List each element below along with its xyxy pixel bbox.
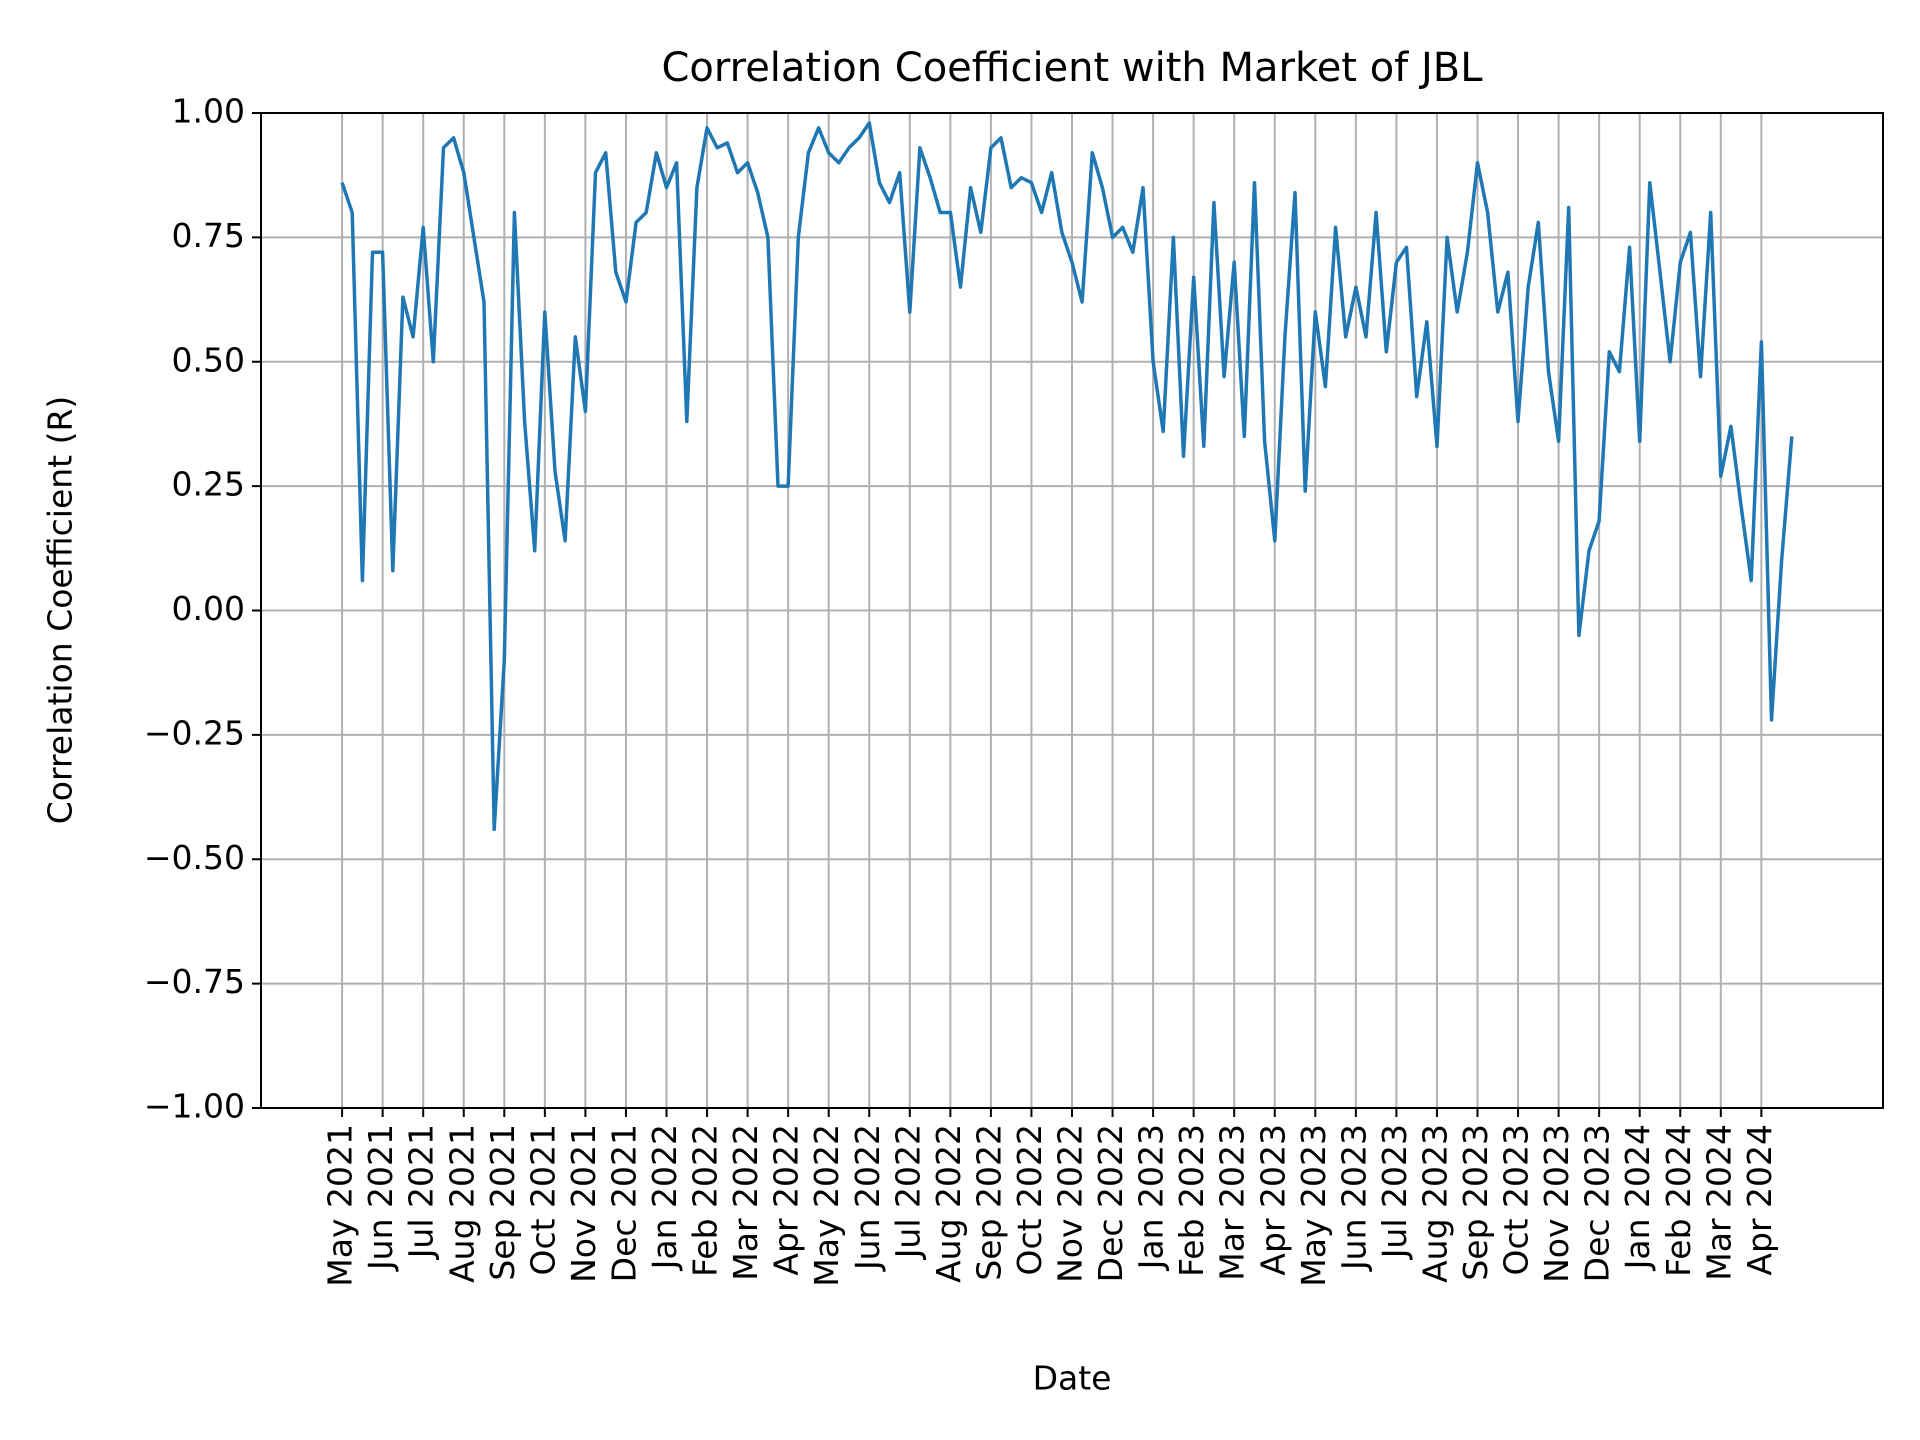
x-tick-label: Sep 2023 (1456, 1124, 1495, 1281)
x-tick-label: Sep 2021 (483, 1124, 522, 1281)
plot-frame (260, 112, 1884, 1109)
x-tick-label: Jul 2022 (888, 1124, 927, 1260)
x-tick-label: Oct 2022 (1010, 1124, 1049, 1276)
x-tick-label: Dec 2023 (1578, 1124, 1617, 1282)
y-axis-label: Correlation Coefficient (R) (41, 396, 80, 825)
x-tick-label: May 2021 (321, 1124, 360, 1287)
x-tick-label: Jul 2023 (1375, 1124, 1414, 1260)
y-tick-label: −0.50 (144, 838, 245, 877)
x-tick-label: Sep 2022 (969, 1124, 1008, 1281)
x-tick-label: Aug 2023 (1415, 1124, 1454, 1283)
x-tick-label: Oct 2023 (1497, 1124, 1536, 1276)
y-tick-label: 1.00 (172, 92, 245, 131)
x-tick-label: Nov 2021 (564, 1124, 603, 1283)
y-tick-label: 0.00 (172, 589, 245, 628)
x-tick-label: Aug 2021 (442, 1124, 481, 1283)
x-tick-label: Nov 2023 (1537, 1124, 1576, 1283)
x-tick-label: Jan 2022 (645, 1124, 684, 1271)
x-tick-label: Dec 2022 (1091, 1124, 1130, 1282)
x-tick-label: Aug 2022 (929, 1124, 968, 1283)
x-tick-label: Feb 2023 (1172, 1124, 1211, 1277)
x-tick-label: Jan 2023 (1132, 1124, 1171, 1271)
x-tick-label: Dec 2021 (604, 1124, 643, 1282)
x-tick-label: May 2022 (807, 1124, 846, 1287)
x-tick-label: Jun 2023 (1334, 1124, 1373, 1272)
x-tick-label: Feb 2024 (1659, 1124, 1698, 1277)
y-tick-label: 0.75 (172, 216, 245, 255)
x-tick-label: Mar 2022 (726, 1124, 765, 1281)
x-tick-label: May 2023 (1294, 1124, 1333, 1287)
y-tick-label: 0.25 (172, 465, 245, 504)
x-tick-label: Jun 2022 (848, 1124, 887, 1272)
x-tick-label: Nov 2022 (1051, 1124, 1090, 1283)
chart-title: Correlation Coefficient with Market of J… (661, 45, 1483, 91)
x-tick-label: Apr 2024 (1740, 1124, 1779, 1276)
x-tick-label: Apr 2022 (767, 1124, 806, 1276)
y-tick-label: −0.25 (144, 713, 245, 752)
y-tick-label: −0.75 (144, 962, 245, 1001)
y-tick-label: −1.00 (144, 1087, 245, 1126)
x-tick-label: Oct 2021 (523, 1124, 562, 1276)
data-line (340, 121, 1794, 832)
x-tick-label: Apr 2023 (1253, 1124, 1292, 1276)
x-tick-label: Mar 2023 (1213, 1124, 1252, 1281)
x-tick-label: Feb 2022 (686, 1124, 725, 1277)
x-axis-label: Date (1033, 1359, 1112, 1398)
x-tick-label: Jun 2021 (361, 1124, 400, 1272)
x-tick-label: Jan 2024 (1618, 1124, 1657, 1271)
x-tick-label: Mar 2024 (1699, 1124, 1738, 1281)
y-tick-label: 0.50 (172, 340, 245, 379)
x-tick-label: Jul 2021 (402, 1124, 441, 1260)
